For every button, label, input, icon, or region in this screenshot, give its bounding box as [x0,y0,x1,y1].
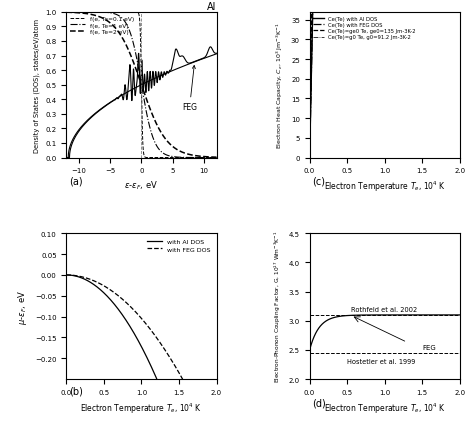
X-axis label: $\varepsilon$-$\varepsilon$$_F$, eV: $\varepsilon$-$\varepsilon$$_F$, eV [125,179,158,192]
Text: Al: Al [207,2,217,12]
f(e, Te=2 eV) [209,155,215,160]
f(e, Te=0.1 eV) [173,155,178,161]
Text: (d): (d) [313,397,327,407]
f(e, Te=2 eV) [64,11,69,16]
Text: Hostetler et al. 1999: Hostetler et al. 1999 [347,358,416,364]
Legend: with Al DOS, with FEG DOS: with Al DOS, with FEG DOS [144,237,213,254]
Line: f(e, Te=1 eV): f(e, Te=1 eV) [66,13,217,158]
f(e, Te=1 eV) [64,10,69,15]
X-axis label: Electron Temperature $T_e$, $10^4$ K: Electron Temperature $T_e$, $10^4$ K [81,400,202,415]
Text: Rothfeld et al. 2002: Rothfeld et al. 2002 [351,307,417,313]
Text: FEG: FEG [422,345,436,351]
f(e, Te=2 eV) [128,53,134,58]
Text: (b): (b) [69,386,83,396]
Line: f(e, Te=2 eV): f(e, Te=2 eV) [66,13,217,158]
f(e, Te=2 eV) [201,155,207,160]
f(e, Te=0.1 eV) [214,155,219,161]
f(e, Te=1 eV) [201,155,207,161]
with Al DOS [153,374,159,379]
Line: Ce(Te) with Al DOS: Ce(Te) with Al DOS [310,0,460,158]
f(e, Te=0.1 eV) [127,10,132,15]
with FEG DOS [187,389,192,394]
f(e, Te=0.1 eV) [209,155,215,161]
Ce(Te)=ge0 Te, ge0=135 Jm-3K-2 [307,155,312,161]
Line: Ce(Te)=g0 Te, g0=91.2 Jm-3K-2: Ce(Te)=g0 Te, g0=91.2 Jm-3K-2 [310,0,460,158]
f(e, Te=2 eV) [135,72,141,77]
Line: with FEG DOS: with FEG DOS [66,275,217,426]
f(e, Te=0.1 eV) [64,10,69,15]
with Al DOS [135,337,140,343]
Ce(Te) with FEG DOS [307,155,312,161]
with Al DOS [64,273,69,278]
X-axis label: Electron Temperature $T_e$, $10^4$ K: Electron Temperature $T_e$, $10^4$ K [324,179,446,194]
Ce(Te)=g0 Te, g0=91.2 Jm-3K-2 [307,155,312,161]
f(e, Te=0.1 eV) [128,10,134,15]
f(e, Te=2 eV) [127,51,132,56]
Text: FEG: FEG [182,66,197,112]
with FEG DOS [135,312,140,317]
f(e, Te=1 eV) [127,29,132,34]
f(e, Te=1 eV) [214,155,219,161]
Y-axis label: $\mu$-$\varepsilon$$_F$, eV: $\mu$-$\varepsilon$$_F$, eV [17,289,29,324]
f(e, Te=2 eV) [173,147,178,152]
f(e, Te=1 eV) [173,155,178,160]
f(e, Te=2 eV) [214,155,219,160]
with Al DOS [145,357,150,362]
Line: Ce(Te) with FEG DOS: Ce(Te) with FEG DOS [310,0,460,158]
f(e, Te=0.1 eV) [201,155,207,161]
Line: Ce(Te)=ge0 Te, ge0=135 Jm-3K-2: Ce(Te)=ge0 Te, ge0=135 Jm-3K-2 [310,0,460,158]
X-axis label: Electron Temperature $T_e$, $10^4$ K: Electron Temperature $T_e$, $10^4$ K [324,400,446,415]
f(e, Te=1 eV) [135,62,141,67]
Y-axis label: Density of States (DOS), states/eV/atom: Density of States (DOS), states/eV/atom [33,19,40,153]
Line: with Al DOS: with Al DOS [66,275,217,426]
with FEG DOS [136,313,141,318]
Legend: f(e, Te=0.1 eV), f(e, Te=1 eV), f(e, Te=2 eV): f(e, Te=0.1 eV), f(e, Te=1 eV), f(e, Te=… [69,16,135,36]
with FEG DOS [64,273,69,278]
with FEG DOS [153,334,159,339]
Line: f(e, Te=0.1 eV): f(e, Te=0.1 eV) [66,13,217,158]
Text: (a): (a) [69,176,83,186]
f(e, Te=1 eV) [209,155,215,161]
f(e, Te=0.1 eV) [135,11,141,16]
with Al DOS [136,339,141,344]
f(e, Te=1 eV) [128,32,134,37]
Text: (c): (c) [313,176,326,186]
Y-axis label: Electron-Phonon Coupling Factor, G, $10^{17}$ Wm$^{-3}$K$^{-1}$: Electron-Phonon Coupling Factor, G, $10^… [273,230,283,383]
Ce(Te) with Al DOS [307,155,312,161]
with FEG DOS [145,323,150,328]
Y-axis label: Electron Heat Capacity, $C_e$, $10^3$ Jm$^{-3}$K$^{-1}$: Electron Heat Capacity, $C_e$, $10^3$ Jm… [275,22,285,149]
Legend: Ce(Te) with Al DOS, Ce(Te) with FEG DOS, Ce(Te)=ge0 Te, ge0=135 Jm-3K-2, Ce(Te)=: Ce(Te) with Al DOS, Ce(Te) with FEG DOS,… [312,15,417,41]
